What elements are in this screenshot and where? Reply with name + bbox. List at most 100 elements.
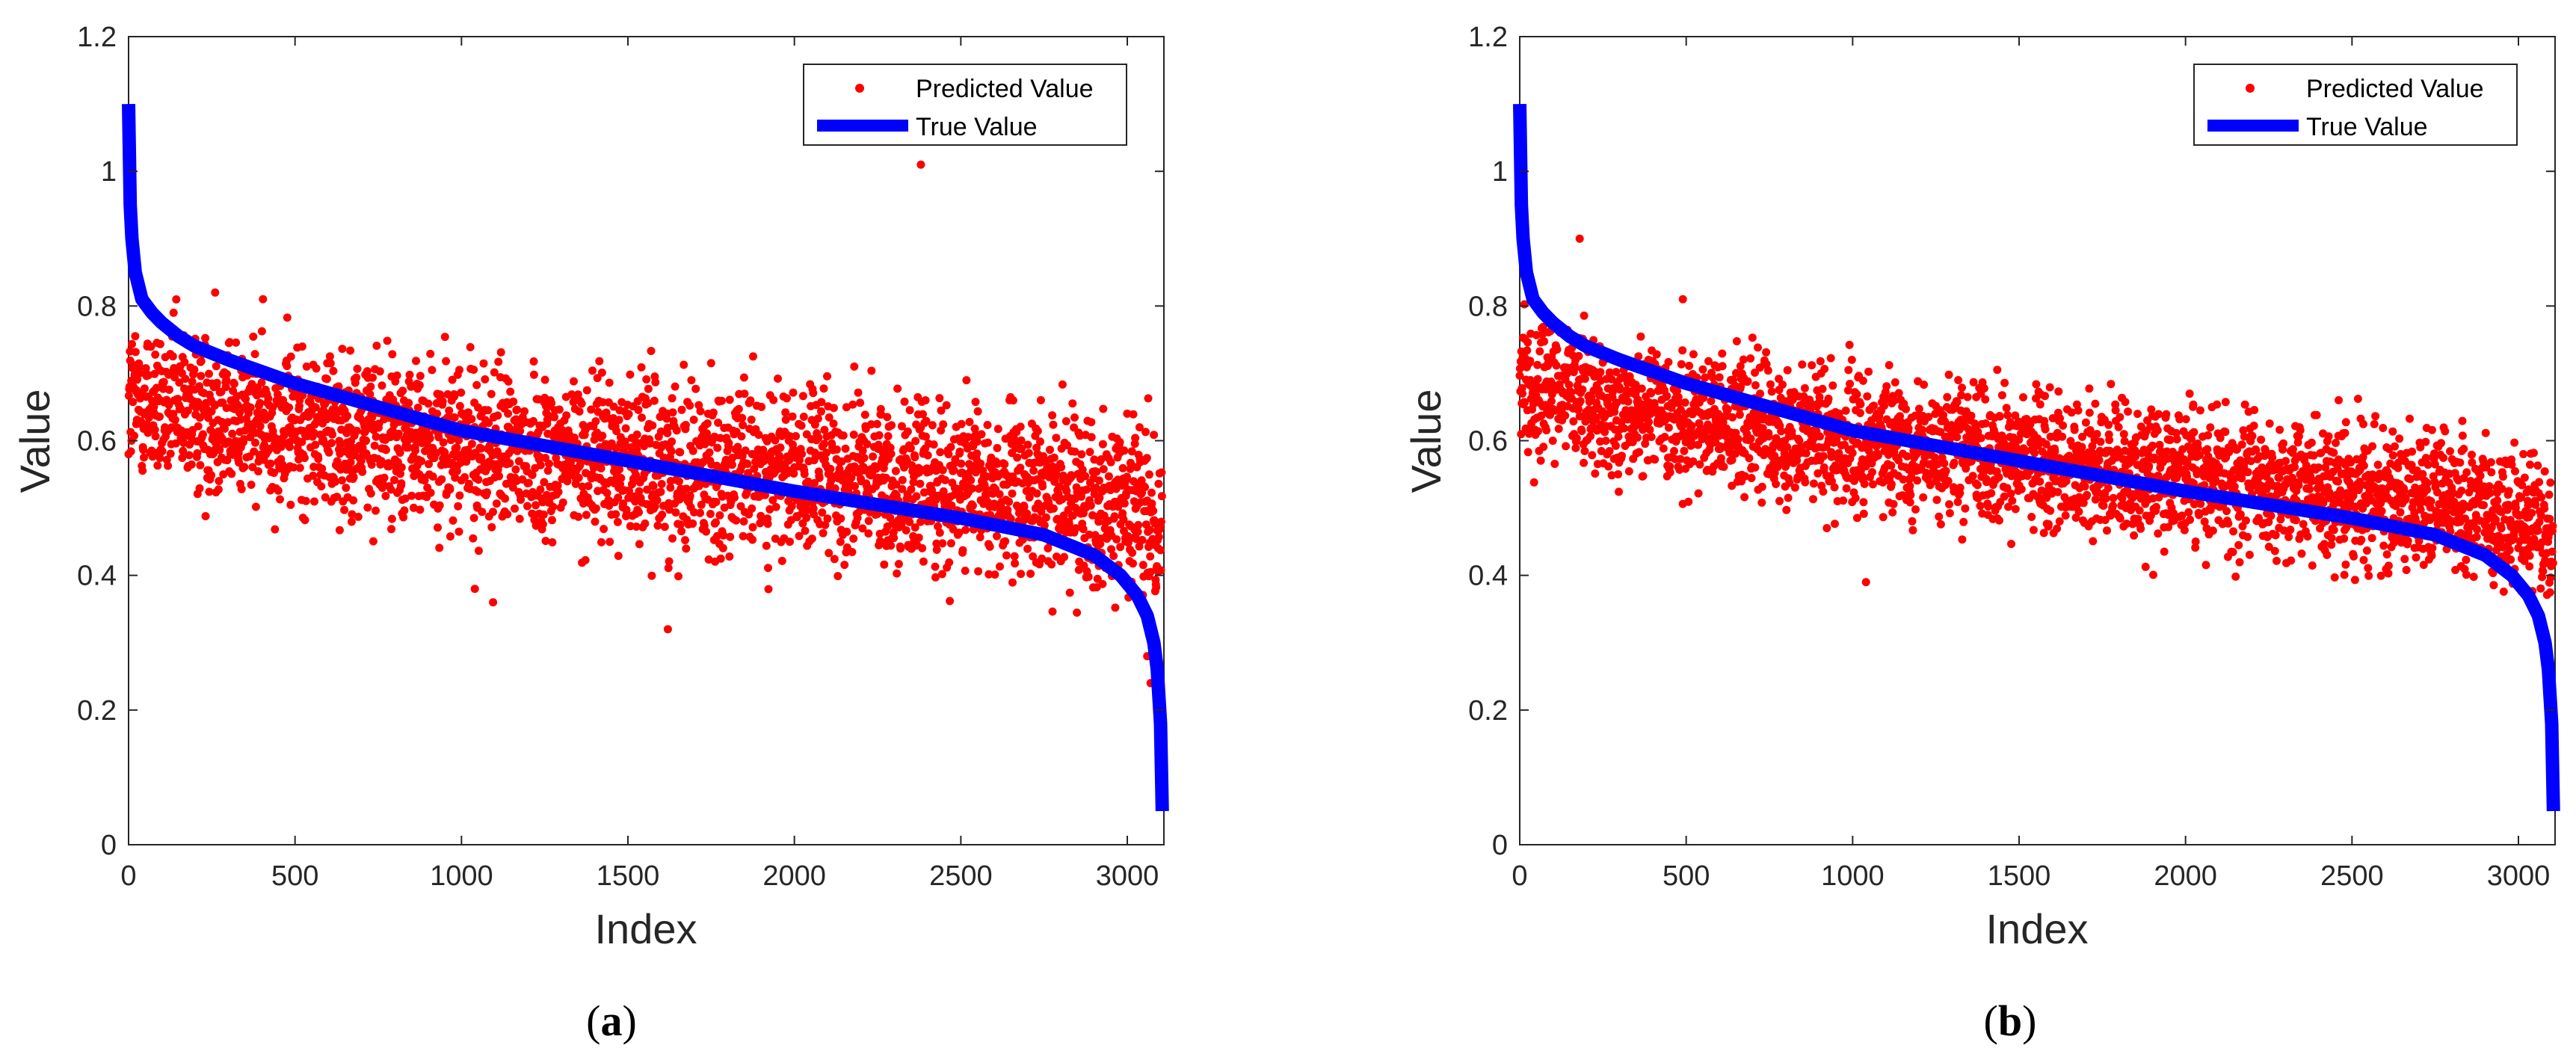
predicted-point [1086,501,1095,510]
predicted-point [1695,460,1704,469]
predicted-point [178,454,187,462]
predicted-point [2036,400,2045,409]
predicted-point [1839,496,1848,505]
predicted-point [1023,440,1032,449]
predicted-point [266,459,275,468]
predicted-point [1141,428,1150,437]
predicted-point [325,352,334,361]
predicted-point [716,434,725,443]
predicted-point [1578,385,1587,394]
predicted-point [1740,493,1749,502]
predicted-point [649,481,658,490]
predicted-point [541,454,550,462]
predicted-point [2054,387,2063,396]
predicted-point [574,473,583,482]
predicted-point [699,457,708,466]
predicted-point [1852,390,1861,398]
predicted-point [635,540,644,549]
predicted-point [2109,502,2117,510]
predicted-point [483,488,491,497]
predicted-outlier-point [211,288,220,297]
predicted-point [1533,360,1542,369]
predicted-point [854,388,863,397]
predicted-point [894,560,903,568]
predicted-outlier-point [489,598,498,607]
predicted-point [1808,361,1817,370]
predicted-point [962,376,971,385]
predicted-point [848,400,857,409]
predicted-point [1154,532,1163,541]
predicted-point [2080,482,2089,491]
predicted-point [503,510,512,519]
y-tick-label: 0.8 [77,291,117,322]
predicted-point [887,421,896,430]
predicted-point [1029,466,1038,475]
predicted-point [398,386,407,395]
predicted-point [333,493,342,502]
predicted-point [2045,383,2054,392]
predicted-point [2119,430,2128,439]
predicted-point [1535,347,1544,356]
predicted-point [188,378,197,386]
predicted-point [283,362,292,371]
predicted-point [1534,427,1542,436]
predicted-point [1887,480,1896,489]
predicted-point [1842,484,1851,493]
predicted-point [336,465,345,474]
predicted-point [856,398,865,407]
predicted-point [1523,338,1532,347]
predicted-point [1718,349,1727,358]
predicted-point [938,466,947,475]
predicted-point [1049,420,1058,429]
predicted-point [386,485,395,494]
predicted-point [221,383,230,392]
predicted-point [748,535,757,544]
predicted-point [643,485,652,494]
predicted-point [1061,417,1070,425]
predicted-point [248,463,257,472]
predicted-point [1887,461,1896,470]
predicted-point [603,489,611,498]
predicted-point [946,597,955,606]
predicted-point [1008,578,1017,587]
predicted-point [2074,406,2083,415]
predicted-point [968,501,977,510]
predicted-point [797,421,806,430]
predicted-point [786,537,794,546]
predicted-point [317,482,326,491]
predicted-point [2077,443,2086,452]
predicted-point [748,504,757,513]
predicted-point [1961,504,1970,513]
predicted-point [2116,514,2124,523]
predicted-point [688,519,697,528]
predicted-point [1571,363,1580,372]
predicted-point [1635,448,1644,457]
predicted-point [363,503,372,512]
predicted-point [958,546,967,555]
predicted-point [487,523,496,532]
predicted-point [1016,422,1025,431]
predicted-point [425,434,434,443]
predicted-point [1859,498,1868,507]
predicted-point [1142,454,1151,463]
predicted-point [1548,437,1557,446]
predicted-point [1087,433,1096,442]
predicted-point [335,526,344,534]
predicted-point [632,430,641,439]
predicted-point [1756,389,1765,398]
predicted-point [1577,427,1586,435]
predicted-point [691,384,700,393]
predicted-point [635,508,643,517]
predicted-point [554,487,563,496]
predicted-point [372,432,380,441]
predicted-point [1011,559,1020,568]
predicted-point [788,412,797,421]
predicted-point [689,416,698,424]
x-tick-label: 1500 [597,860,660,892]
predicted-point [802,514,811,523]
predicted-point [172,295,181,304]
predicted-point [725,395,734,404]
predicted-point [632,523,641,531]
predicted-point [250,350,259,359]
predicted-point [1079,525,1088,534]
